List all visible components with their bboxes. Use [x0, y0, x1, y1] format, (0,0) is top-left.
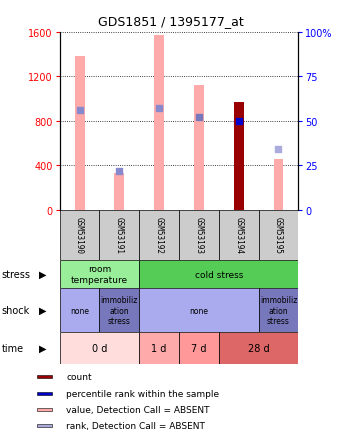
- Bar: [219, 332, 298, 365]
- Point: [117, 168, 122, 175]
- Bar: [139, 260, 298, 289]
- Bar: [258, 210, 298, 260]
- Text: cold stress: cold stress: [195, 270, 243, 279]
- Bar: [219, 210, 258, 260]
- Text: percentile rank within the sample: percentile rank within the sample: [66, 389, 220, 398]
- Bar: [60, 260, 139, 289]
- Text: ▶: ▶: [39, 343, 46, 353]
- Bar: [37, 375, 51, 378]
- Bar: [258, 289, 298, 332]
- Text: immobiliz
ation
stress: immobiliz ation stress: [260, 296, 297, 325]
- Text: 28 d: 28 d: [248, 343, 269, 353]
- Text: room
temperature: room temperature: [71, 265, 128, 284]
- Bar: [139, 210, 179, 260]
- Bar: [234, 102, 244, 210]
- Text: GSM53191: GSM53191: [115, 217, 124, 254]
- Text: time: time: [2, 343, 24, 353]
- Text: 0 d: 0 d: [92, 343, 107, 353]
- Bar: [37, 392, 51, 395]
- Bar: [100, 210, 139, 260]
- Text: 1 d: 1 d: [151, 343, 167, 353]
- Bar: [139, 289, 258, 332]
- Text: stress: stress: [2, 270, 31, 279]
- Text: none: none: [70, 306, 89, 315]
- Bar: [75, 57, 85, 210]
- Text: 7 d: 7 d: [191, 343, 207, 353]
- Point: [276, 147, 281, 154]
- Bar: [37, 424, 51, 427]
- Point: [236, 118, 241, 125]
- Text: count: count: [66, 372, 92, 381]
- Text: GSM53193: GSM53193: [194, 217, 204, 254]
- Bar: [114, 174, 124, 210]
- Point: [196, 115, 202, 122]
- Bar: [179, 332, 219, 365]
- Text: GSM53192: GSM53192: [154, 217, 164, 254]
- Bar: [179, 210, 219, 260]
- Text: none: none: [189, 306, 208, 315]
- Bar: [60, 289, 100, 332]
- Text: value, Detection Call = ABSENT: value, Detection Call = ABSENT: [66, 405, 210, 414]
- Text: ▶: ▶: [39, 270, 46, 279]
- Bar: [139, 332, 179, 365]
- Text: GSM53195: GSM53195: [274, 217, 283, 254]
- Bar: [37, 408, 51, 411]
- Text: shock: shock: [2, 306, 30, 315]
- Bar: [60, 332, 139, 365]
- Point: [157, 105, 162, 112]
- Text: immobiliz
ation
stress: immobiliz ation stress: [101, 296, 138, 325]
- Bar: [154, 36, 164, 210]
- Text: rank, Detection Call = ABSENT: rank, Detection Call = ABSENT: [66, 421, 205, 431]
- Text: ▶: ▶: [39, 306, 46, 315]
- Bar: [273, 159, 283, 210]
- Bar: [100, 289, 139, 332]
- Bar: [194, 86, 204, 210]
- Point: [77, 107, 82, 114]
- Text: GSM53190: GSM53190: [75, 217, 84, 254]
- Text: GDS1851 / 1395177_at: GDS1851 / 1395177_at: [98, 15, 243, 28]
- Text: GSM53194: GSM53194: [234, 217, 243, 254]
- Bar: [60, 210, 100, 260]
